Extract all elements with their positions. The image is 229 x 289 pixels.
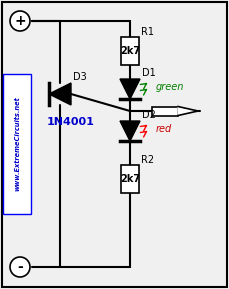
Text: -: - [17, 260, 23, 274]
Text: 2k7: 2k7 [120, 174, 140, 184]
Text: 1N4001: 1N4001 [47, 117, 95, 127]
Bar [121, 165, 139, 193]
Text: green: green [156, 82, 184, 92]
Text: www.ExtremeCircuits.net: www.ExtremeCircuits.net [14, 97, 20, 191]
Bar [152, 107, 178, 116]
Bar [121, 37, 139, 65]
Polygon shape [49, 83, 71, 105]
Text: R2: R2 [141, 155, 154, 165]
Polygon shape [178, 107, 198, 116]
Text: D2: D2 [142, 110, 156, 120]
Text: R1: R1 [141, 27, 154, 37]
Text: +: + [14, 14, 26, 28]
Text: D3: D3 [73, 72, 87, 82]
Circle shape [10, 257, 30, 277]
Text: red: red [156, 124, 172, 134]
Bar [3, 74, 31, 214]
Circle shape [10, 11, 30, 31]
Polygon shape [120, 121, 140, 141]
Text: 2k7: 2k7 [120, 46, 140, 56]
Polygon shape [120, 79, 140, 99]
Text: D1: D1 [142, 68, 156, 78]
